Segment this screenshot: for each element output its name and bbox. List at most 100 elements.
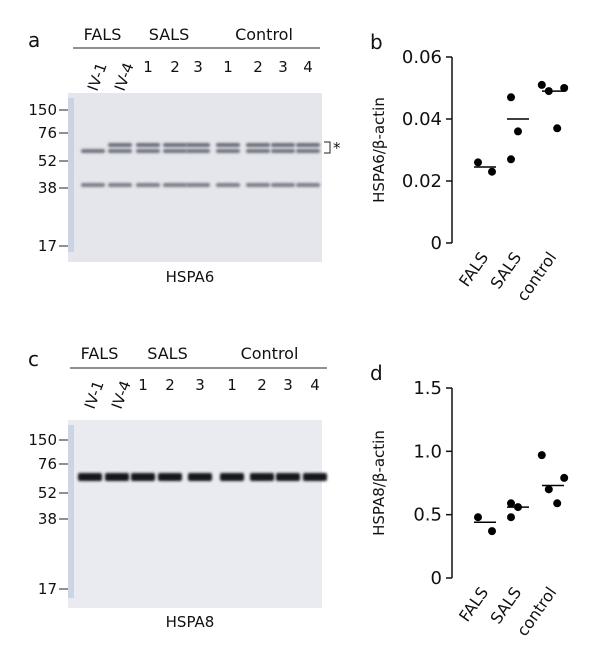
group-label: SALS xyxy=(149,25,189,44)
group-label: Control xyxy=(241,344,299,363)
lane-label: IV-4 xyxy=(111,60,138,93)
band xyxy=(271,183,295,187)
lane-label: IV-1 xyxy=(81,378,108,411)
data-point xyxy=(488,167,496,176)
band xyxy=(81,149,105,153)
y-tick-label: 0.02 xyxy=(402,171,442,192)
data-point xyxy=(488,527,496,536)
group-label: SALS xyxy=(147,344,187,363)
band xyxy=(250,473,274,481)
panel-label: d xyxy=(370,361,383,385)
data-point xyxy=(474,513,482,522)
band xyxy=(186,143,210,147)
lane-label: IV-4 xyxy=(108,378,135,411)
band xyxy=(81,183,105,187)
band xyxy=(296,149,320,153)
group-label: FALS xyxy=(81,344,119,363)
band xyxy=(158,473,182,481)
data-point xyxy=(507,155,515,164)
lane-label: 2 xyxy=(170,58,180,76)
x-tick-label: FALS xyxy=(455,583,492,625)
data-point xyxy=(553,499,562,508)
y-tick-label: 0.06 xyxy=(402,47,442,68)
band xyxy=(271,143,295,147)
group-label: Control xyxy=(235,25,293,44)
data-point xyxy=(507,93,515,102)
y-tick-label: 0 xyxy=(431,568,442,589)
data-point xyxy=(560,84,569,92)
lane-label: 1 xyxy=(227,376,237,394)
data-point xyxy=(537,451,546,460)
marker-label: 76 xyxy=(38,124,57,142)
y-tick-label: 0.5 xyxy=(413,505,442,526)
marker-label: 76 xyxy=(38,455,57,473)
data-point xyxy=(537,80,546,89)
band xyxy=(188,473,212,481)
y-tick-label: 1.5 xyxy=(413,378,442,399)
band xyxy=(108,143,132,147)
data-point xyxy=(553,124,562,133)
data-point xyxy=(507,499,515,508)
lane-label: IV-1 xyxy=(84,60,111,93)
marker-label: 52 xyxy=(38,484,57,502)
band xyxy=(271,149,295,153)
marker-label: 17 xyxy=(38,580,57,598)
y-tick-label: 0.04 xyxy=(402,109,442,130)
band xyxy=(296,143,320,147)
panel-label: c xyxy=(28,347,39,371)
band xyxy=(246,149,270,153)
band xyxy=(216,143,240,147)
band xyxy=(108,183,132,187)
y-axis-label: HSPA6/β-actin xyxy=(370,97,388,203)
lane-label: 4 xyxy=(303,58,313,76)
panel-label: a xyxy=(28,28,40,52)
marker-label: 150 xyxy=(28,431,57,449)
lane-label: 1 xyxy=(143,58,153,76)
group-label: FALS xyxy=(84,25,122,44)
marker-label: 17 xyxy=(38,237,57,255)
band xyxy=(163,183,187,187)
band xyxy=(163,149,187,153)
lane-label: 2 xyxy=(253,58,263,76)
blot xyxy=(68,93,322,262)
marker-label: 52 xyxy=(38,152,57,170)
ladder xyxy=(68,425,74,598)
data-point xyxy=(514,127,522,136)
band xyxy=(131,473,155,481)
y-axis-label: HSPA8/β-actin xyxy=(370,430,388,536)
band xyxy=(108,149,132,153)
data-point xyxy=(474,158,482,167)
note: * xyxy=(333,139,341,157)
data-point xyxy=(507,513,515,522)
band xyxy=(303,473,327,481)
marker-label: 150 xyxy=(28,101,57,119)
band xyxy=(220,473,244,481)
band xyxy=(78,473,102,481)
band xyxy=(246,143,270,147)
band xyxy=(186,183,210,187)
data-point xyxy=(544,485,553,494)
band xyxy=(105,473,129,481)
blot xyxy=(68,420,322,608)
data-point xyxy=(560,473,569,482)
lane-label: 3 xyxy=(193,58,203,76)
lane-label: 4 xyxy=(310,376,320,394)
x-tick-label: FALS xyxy=(455,248,492,290)
lane-label: 3 xyxy=(278,58,288,76)
y-tick-label: 1.0 xyxy=(413,441,442,462)
band xyxy=(296,183,320,187)
band xyxy=(163,143,187,147)
lane-label: 2 xyxy=(165,376,175,394)
lane-label: 1 xyxy=(223,58,233,76)
blot-caption: HSPA6 xyxy=(166,268,215,286)
lane-label: 1 xyxy=(138,376,148,394)
lane-label: 2 xyxy=(257,376,267,394)
marker-label: 38 xyxy=(38,179,57,197)
blot-caption: HSPA8 xyxy=(166,613,215,631)
band xyxy=(136,143,160,147)
band xyxy=(186,149,210,153)
band xyxy=(216,183,240,187)
band xyxy=(246,183,270,187)
lane-label: 3 xyxy=(283,376,293,394)
